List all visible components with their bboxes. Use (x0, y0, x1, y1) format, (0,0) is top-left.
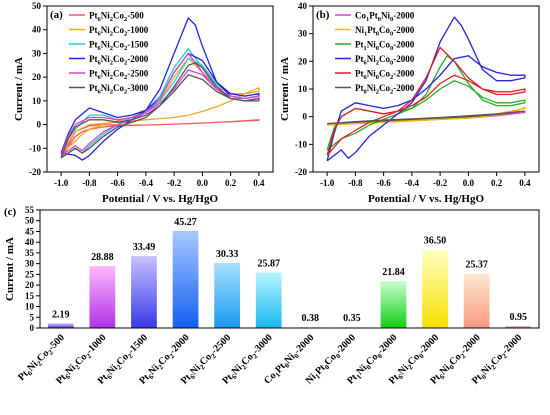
x-tick-label: 0.0 (463, 178, 475, 188)
series-line-6 (60, 62, 260, 159)
y-tick-label: 40 (298, 1, 308, 11)
legend-entry: Pt0Ni2Co2-2000 (355, 83, 415, 96)
plot-frame (46, 5, 274, 173)
y-tick-label: -10 (295, 139, 307, 149)
panel-label: (c) (4, 206, 17, 218)
series-line-1 (60, 119, 260, 159)
y-tick-label: 40 (25, 237, 35, 247)
y-tick-label: 50 (25, 216, 35, 226)
legend-entry: Pt6Ni2Co2-1500 (89, 40, 149, 53)
legend-entry: Pt6Ni2Co2-2000 (89, 54, 149, 67)
legend-entry: Pt6Ni2Co2-1000 (89, 25, 149, 38)
y-tick-label: 0 (37, 120, 42, 130)
x-tick-label: -0.8 (82, 178, 97, 188)
series-line-2 (60, 57, 260, 154)
legend-entry: Pt1Ni0Co0-2000 (355, 40, 415, 53)
y-tick-label: 20 (25, 280, 35, 290)
y-tick-label: 30 (25, 259, 35, 269)
bar-value-label: 33.49 (133, 242, 156, 253)
legend-entry: Ni1Pt0Co0-2000 (355, 25, 415, 38)
y-tick-label: 45 (25, 226, 35, 236)
y-tick-label: 30 (298, 29, 308, 39)
x-tick-label: -0.2 (433, 178, 448, 188)
x-tick-label: -0.2 (167, 178, 182, 188)
bar-2 (89, 266, 116, 328)
x-tick-label: -0.8 (348, 178, 363, 188)
y-tick-label: 15 (25, 291, 35, 301)
bar-6 (255, 272, 282, 328)
y-tick-label: 50 (32, 1, 42, 11)
bar-5 (214, 262, 241, 328)
legend-entry: Pt6Ni2Co2-3000 (89, 83, 149, 96)
x-tick-label: 0.4 (253, 178, 265, 188)
series-line-5 (60, 52, 260, 156)
bar-value-label: 0.35 (343, 313, 361, 324)
y-tick-label: 55 (25, 205, 35, 215)
bar-value-label: 21.84 (382, 267, 405, 278)
bar-value-label: 28.88 (91, 252, 114, 263)
y-tick-label: 35 (25, 248, 35, 258)
x-tick-label: -0.6 (377, 178, 392, 188)
plot-frame (39, 209, 540, 329)
legend-entry: Pt6Ni2Co0-2000 (355, 54, 415, 67)
x-tick-label: 0.2 (491, 178, 503, 188)
bar-4 (172, 230, 199, 328)
bar-value-label: 45.27 (174, 217, 197, 228)
y-tick-label: -10 (29, 143, 41, 153)
y-tick-label: -20 (295, 167, 307, 177)
y-tick-label: 20 (298, 56, 308, 66)
y-tick-label: 5 (30, 312, 35, 322)
bar-12 (505, 325, 532, 328)
bar-3 (131, 256, 157, 328)
y-tick-label: 40 (32, 25, 42, 35)
panel-a: -1.0 -0.8 -0.6 -0.4 -0.2 0.0 0.2 0.4 -20 -10 0 10 20… (13, 1, 274, 205)
y-tick-label: 0 (303, 112, 308, 122)
panel-c: 2.19Pt6Ni2Co2-50028.88Pt6Ni2Co2-100033.4… (4, 205, 540, 387)
x-tick-label: -0.4 (139, 178, 154, 188)
legend-entry: Pt6Ni0Co2-2000 (355, 69, 415, 82)
y-axis-label: Current / mA (279, 57, 291, 121)
x-tick-label: -1.0 (320, 178, 335, 188)
x-tick-label: 0.4 (519, 178, 531, 188)
y-tick-label: 0 (30, 323, 35, 333)
legend-entry: Pt6Ni2Co2-2500 (89, 69, 149, 82)
y-tick-label: 10 (32, 96, 42, 106)
legend-entry: Pt6Ni2Co2-500 (89, 11, 144, 24)
y-tick-label: 10 (298, 84, 308, 94)
series-line-5 (326, 46, 526, 156)
x-tick-label: -1.0 (54, 178, 69, 188)
y-axis-label: Current / mA (4, 237, 16, 301)
x-tick-label: 0.0 (197, 178, 209, 188)
bar-1 (47, 323, 74, 328)
panel-label: (b) (316, 9, 330, 21)
bar-value-label: 0.95 (509, 312, 527, 323)
series-line-4 (326, 16, 526, 162)
bar-value-label: 25.37 (465, 260, 488, 271)
bar-10 (422, 249, 448, 328)
y-tick-label: -20 (29, 167, 41, 177)
y-tick-label: 25 (25, 269, 35, 279)
panel-label: (a) (50, 9, 63, 21)
bar-11 (463, 273, 490, 328)
legend-entry: Co1Pt0Ni0-2000 (355, 11, 415, 24)
bar-value-label: 30.33 (216, 249, 239, 260)
x-tick-label: -0.4 (405, 178, 420, 188)
x-axis-label: Potential / V vs. Hg/HgO (368, 193, 484, 205)
y-axis-label: Current / mA (13, 57, 25, 121)
bar-value-label: 2.19 (52, 309, 70, 320)
x-axis-label: Potential / V vs. Hg/HgO (102, 193, 218, 205)
y-tick-label: 30 (32, 48, 42, 58)
bar-9 (380, 281, 407, 328)
x-tick-label: -0.6 (111, 178, 126, 188)
y-tick-label: 20 (32, 72, 42, 82)
bar-value-label: 36.50 (424, 236, 447, 247)
y-tick-label: 10 (25, 302, 35, 312)
panel-b: -1.0 -0.8 -0.6 -0.4 -0.2 0.0 0.2 0.4 -20 -10 0 10 20… (279, 1, 540, 205)
bar-value-label: 0.38 (302, 313, 320, 324)
bar-value-label: 25.87 (257, 258, 280, 269)
series-line-6 (327, 110, 526, 125)
x-tick-label: 0.2 (225, 178, 237, 188)
